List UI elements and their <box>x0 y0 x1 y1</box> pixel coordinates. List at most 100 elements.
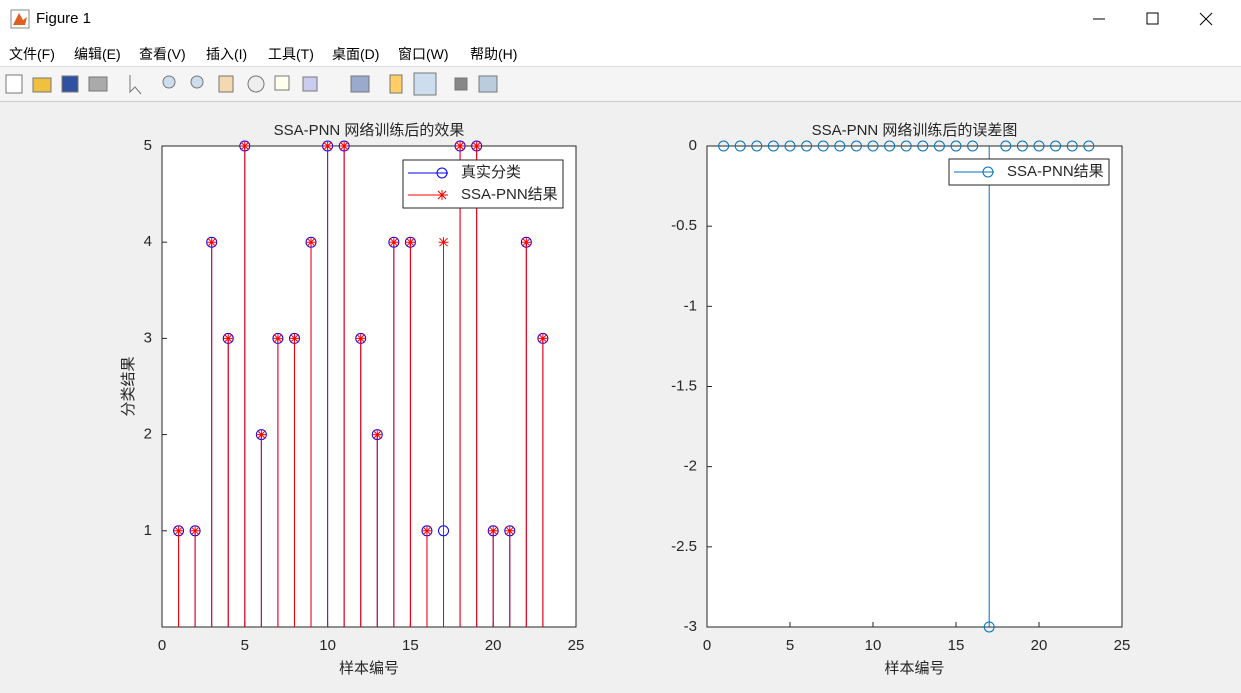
marker <box>521 237 532 248</box>
y-tick-label: -3 <box>684 618 697 635</box>
x-tick-label: 20 <box>485 637 502 654</box>
y-tick-label: -0.5 <box>671 217 697 234</box>
x-tick-label: 0 <box>158 637 166 654</box>
stem <box>322 141 333 627</box>
marker <box>471 141 482 151</box>
stem <box>767 140 779 152</box>
close[interactable] <box>1199 12 1213 26</box>
marker <box>455 141 466 151</box>
y-tick-label: 3 <box>144 329 152 346</box>
marker <box>801 140 813 152</box>
marker <box>223 333 234 344</box>
axes-background <box>161 145 577 628</box>
stem <box>504 525 515 627</box>
menu-item[interactable]: 工具(T) <box>268 46 314 62</box>
y-tick-label: -1.5 <box>671 377 697 394</box>
window-controls[interactable] <box>1081 0 1241 38</box>
y-tick-label: 2 <box>144 426 152 443</box>
y-tick-label: 0 <box>689 137 697 154</box>
y-tick-label: -2 <box>684 458 697 475</box>
menu-bar: 文件(F) 编辑(E) 查看(V) 插入(I) 工具(T) 桌面(D) 窗口(W) 帮助(H) <box>0 38 1241 66</box>
marker <box>206 237 217 248</box>
marker <box>289 333 300 344</box>
menu-item[interactable]: 桌面(D) <box>332 46 380 62</box>
marker <box>436 167 448 179</box>
stem <box>817 140 829 152</box>
toolbar-icons[interactable] <box>0 67 520 101</box>
menu-item[interactable]: 窗口(W) <box>398 46 449 62</box>
chart-title: SSA-PNN 网络训练后的误差图 <box>812 122 1018 139</box>
stem <box>438 237 449 627</box>
stem <box>1033 140 1045 152</box>
x-tick-label: 20 <box>1031 637 1048 654</box>
marker <box>751 140 763 152</box>
marker <box>437 190 447 200</box>
menu-item[interactable]: 插入(I) <box>206 46 248 62</box>
menu-item[interactable]: 编辑(E) <box>74 46 121 62</box>
stem <box>1000 140 1012 152</box>
axes-background <box>706 145 1123 628</box>
legend-marker <box>437 190 447 200</box>
stem <box>1066 140 1078 152</box>
stem <box>388 237 399 627</box>
y-axis-label: 分类结果 <box>120 356 137 416</box>
legend-marker <box>436 167 448 179</box>
stem <box>834 140 846 152</box>
toolbar <box>0 66 1241 102</box>
marker <box>355 333 366 344</box>
marker <box>339 141 350 151</box>
marker <box>190 525 201 536</box>
menu-item[interactable]: 文件(F) <box>9 46 55 62</box>
y-tick-label: 5 <box>144 137 152 154</box>
marker <box>917 140 929 152</box>
stem <box>1016 140 1028 152</box>
legend-label: SSA-PNN结果 <box>461 186 558 203</box>
marker <box>982 166 994 178</box>
marker <box>239 141 250 151</box>
marker <box>372 429 383 440</box>
stem <box>306 237 317 627</box>
stem <box>867 140 879 152</box>
stem <box>521 237 532 627</box>
y-tick-label: -2.5 <box>671 538 697 555</box>
menu-item[interactable]: 帮助(H) <box>470 46 518 62</box>
y-tick-label: -1 <box>684 297 697 314</box>
marker <box>405 237 416 248</box>
stem <box>900 140 912 152</box>
x-tick-label: 10 <box>319 637 336 654</box>
y-tick-label: 4 <box>144 233 152 250</box>
stem <box>1050 140 1062 152</box>
x-axis-label: 样本编号 <box>884 660 944 677</box>
x-tick-label: 0 <box>703 637 711 654</box>
legend-label: 真实分类 <box>461 163 521 181</box>
y-tick-label: 1 <box>144 522 152 539</box>
stem <box>751 140 763 152</box>
stem <box>734 140 746 152</box>
marker <box>537 333 548 344</box>
menu-item[interactable]: 查看(V) <box>139 46 186 62</box>
stem <box>488 525 499 627</box>
marker <box>718 140 730 152</box>
maximize[interactable] <box>1146 12 1159 25</box>
x-tick-label: 25 <box>1114 637 1131 654</box>
stem <box>455 141 466 627</box>
legend-label: SSA-PNN结果 <box>1007 163 1104 180</box>
stem <box>950 140 962 152</box>
stem <box>173 525 184 627</box>
stem <box>967 140 979 152</box>
stem <box>933 140 945 152</box>
legend-box <box>402 159 564 209</box>
stem <box>801 140 813 152</box>
marker <box>1083 140 1095 152</box>
marker <box>784 140 796 152</box>
marker <box>767 140 779 152</box>
x-tick-label: 5 <box>786 637 794 654</box>
marker <box>834 140 846 152</box>
marker <box>950 140 962 152</box>
title-bar: Figure 1 <box>0 0 1241 38</box>
stem <box>339 141 350 627</box>
app-icon <box>10 9 30 29</box>
marker <box>173 525 184 536</box>
stem <box>850 140 862 152</box>
